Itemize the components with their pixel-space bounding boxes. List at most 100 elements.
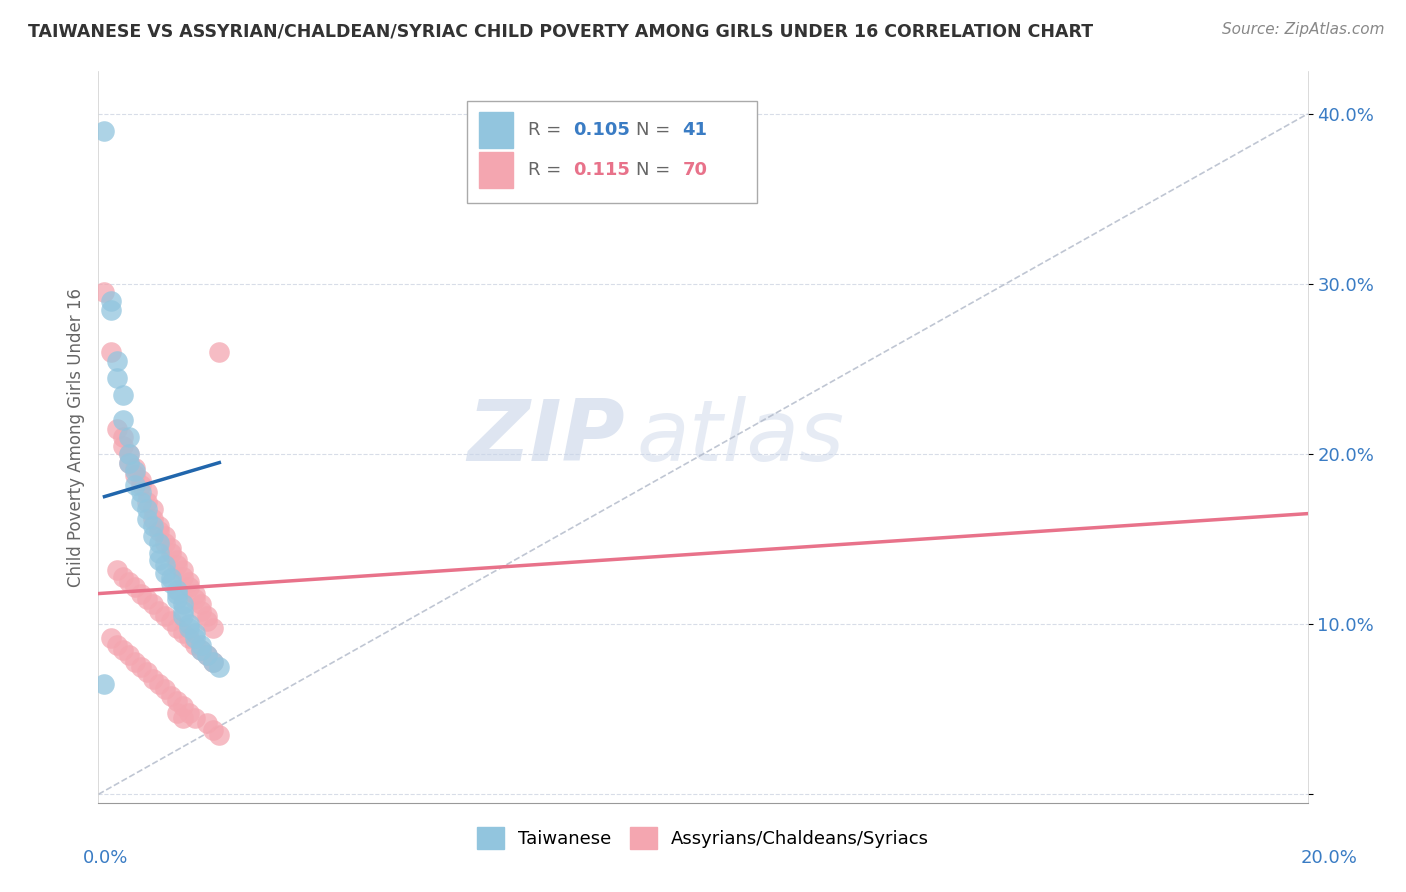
Point [166, 694, 188, 708]
Point [195, 715, 218, 730]
Point [111, 413, 134, 427]
Point [166, 558, 188, 572]
Point [105, 353, 128, 368]
Point [118, 456, 141, 470]
Point [124, 464, 146, 478]
Point [184, 591, 207, 606]
Point [202, 655, 225, 669]
Point [166, 591, 188, 606]
Point [124, 580, 146, 594]
FancyBboxPatch shape [467, 101, 758, 203]
Point [142, 597, 165, 611]
Point [100, 302, 122, 317]
Text: R =: R = [527, 121, 567, 139]
Point [93, 124, 115, 138]
Point [142, 512, 165, 526]
Point [184, 631, 207, 645]
Point [111, 642, 134, 657]
Point [129, 473, 152, 487]
Bar [479, 112, 513, 148]
Point [118, 456, 141, 470]
Point [153, 558, 176, 572]
Point [135, 512, 157, 526]
Point [100, 345, 122, 359]
Point [166, 552, 188, 566]
Point [195, 648, 218, 662]
Point [208, 659, 231, 673]
Point [179, 706, 201, 720]
Point [153, 566, 176, 581]
Point [208, 728, 231, 742]
Point [202, 621, 225, 635]
Text: N =: N = [637, 121, 676, 139]
Text: 41: 41 [682, 121, 707, 139]
Point [105, 563, 128, 577]
Point [160, 576, 183, 591]
Point [148, 518, 170, 533]
Point [172, 604, 194, 618]
Point [118, 447, 141, 461]
Point [129, 477, 152, 491]
Point [160, 546, 183, 560]
Point [190, 604, 212, 618]
Point [172, 569, 194, 583]
Point [100, 631, 122, 645]
Text: 0.105: 0.105 [574, 121, 630, 139]
Text: atlas: atlas [637, 395, 845, 479]
Text: 70: 70 [682, 161, 707, 179]
Text: ZIP: ZIP [467, 395, 624, 479]
Point [153, 681, 176, 696]
Point [129, 484, 152, 499]
Point [111, 439, 134, 453]
Point [93, 285, 115, 300]
Point [166, 583, 188, 598]
Point [190, 642, 212, 657]
Point [100, 293, 122, 308]
Point [172, 698, 194, 713]
Point [202, 655, 225, 669]
Point [105, 370, 128, 384]
Point [179, 631, 201, 645]
Point [142, 501, 165, 516]
Text: 0.0%: 0.0% [83, 849, 128, 867]
Point [118, 648, 141, 662]
Text: 0.115: 0.115 [574, 161, 630, 179]
Point [202, 723, 225, 737]
Point [172, 608, 194, 623]
Point [148, 546, 170, 560]
Point [135, 494, 157, 508]
Point [118, 447, 141, 461]
Point [166, 586, 188, 600]
Point [142, 518, 165, 533]
Point [172, 625, 194, 640]
Point [153, 535, 176, 549]
Point [135, 501, 157, 516]
Point [160, 571, 183, 585]
Text: N =: N = [637, 161, 676, 179]
Point [129, 494, 152, 508]
Point [172, 711, 194, 725]
Point [105, 421, 128, 435]
Point [124, 460, 146, 475]
Point [208, 345, 231, 359]
Point [124, 477, 146, 491]
Point [124, 467, 146, 482]
Point [148, 677, 170, 691]
Point [148, 552, 170, 566]
Point [129, 659, 152, 673]
Point [184, 711, 207, 725]
Point [195, 648, 218, 662]
Point [148, 535, 170, 549]
Point [153, 529, 176, 543]
Point [160, 614, 183, 628]
Point [179, 580, 201, 594]
Point [190, 638, 212, 652]
Point [93, 677, 115, 691]
Text: 20.0%: 20.0% [1301, 849, 1357, 867]
Point [166, 706, 188, 720]
Bar [479, 152, 513, 188]
Point [195, 614, 218, 628]
Legend: Taiwanese, Assyrians/Chaldeans/Syriacs: Taiwanese, Assyrians/Chaldeans/Syriacs [470, 820, 936, 856]
Point [153, 608, 176, 623]
Point [179, 574, 201, 589]
